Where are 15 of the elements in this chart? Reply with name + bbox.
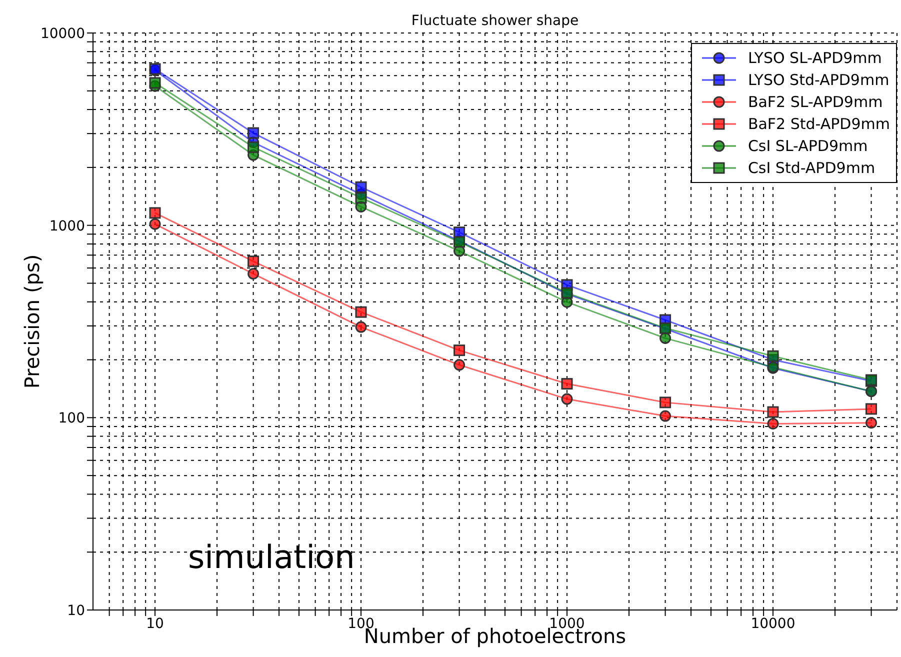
x-tick-label: 10000 bbox=[750, 616, 796, 632]
legend-label: CsI Std-APD9mm bbox=[748, 158, 876, 179]
y-axis-title: Precision (ps) bbox=[20, 254, 44, 389]
legend-label: LYSO Std-APD9mm bbox=[748, 70, 890, 91]
legend-label: BaF2 SL-APD9mm bbox=[748, 92, 883, 113]
y-tick-label: 1000 bbox=[49, 218, 85, 234]
chart-title: Fluctuate shower shape bbox=[410, 13, 580, 29]
y-tick-label: 10000 bbox=[40, 26, 85, 42]
legend-label: BaF2 Std-APD9mm bbox=[748, 114, 890, 135]
legend-label: LYSO SL-APD9mm bbox=[748, 48, 882, 69]
annotation: simulation bbox=[188, 538, 355, 576]
x-tick-label: 10 bbox=[146, 616, 164, 632]
y-tick-label: 10 bbox=[67, 602, 85, 619]
legend-label: CsI SL-APD9mm bbox=[748, 136, 868, 157]
y-tick-label: 100 bbox=[58, 410, 85, 427]
